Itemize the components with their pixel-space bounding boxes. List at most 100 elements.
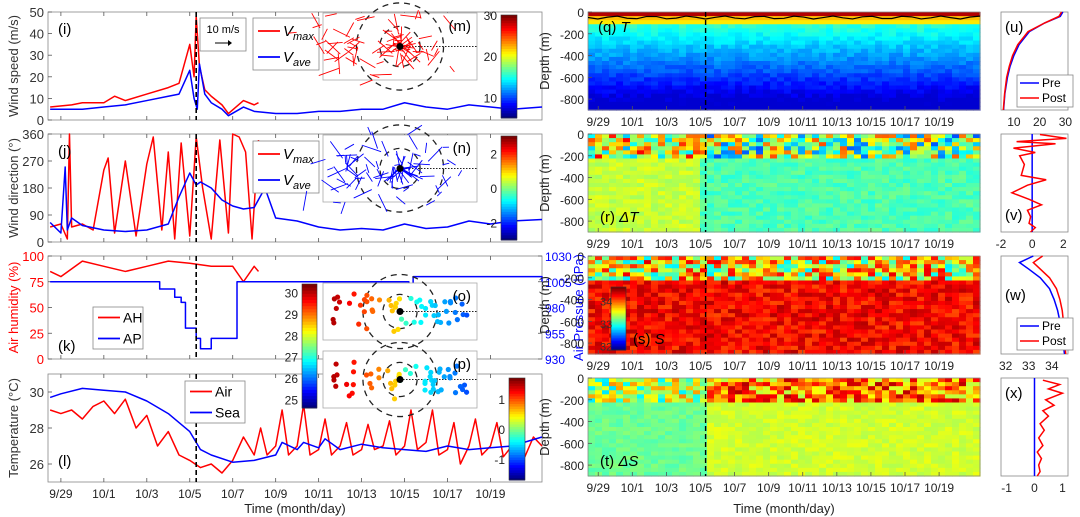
heatmap-cell — [805, 138, 813, 143]
heatmap-cell — [609, 158, 617, 164]
colorbar-wind-direction-tick: 0 — [490, 182, 497, 196]
heatmap-cell — [693, 345, 701, 351]
heatmap-cell — [826, 89, 834, 95]
heatmap-cell — [945, 337, 953, 343]
heatmap-cell — [924, 20, 932, 25]
heatmap-cell — [623, 386, 631, 391]
heatmap-cell — [637, 195, 645, 200]
heatmap-cell — [924, 223, 932, 229]
heatmap-cell — [973, 20, 981, 25]
heatmap-cell — [644, 150, 652, 156]
heatmap-cell — [721, 280, 729, 286]
heatmap-cell — [952, 183, 960, 188]
heatmap-cell — [966, 178, 974, 184]
heatmap-cell — [616, 40, 624, 46]
y-tick-label: 10 — [30, 91, 44, 106]
heatmap-cell — [889, 187, 897, 192]
heatmap-cell — [763, 187, 771, 192]
heatmap-cell — [868, 101, 876, 107]
heatmap-cell — [595, 142, 603, 147]
heatmap-cell — [679, 280, 687, 286]
heatmap-cell — [721, 178, 729, 184]
heatmap-cell — [588, 207, 596, 213]
heatmap-cell — [749, 207, 757, 213]
heatmap-cell — [672, 300, 680, 306]
colorbar-segment — [501, 143, 517, 147]
heatmap-cell — [805, 284, 813, 290]
heatmap-cell — [924, 183, 932, 188]
heatmap-cell — [777, 178, 785, 184]
heatmap-cell — [595, 32, 603, 38]
heatmap-cell — [637, 77, 645, 83]
heatmap-cell — [882, 170, 890, 176]
heatmap-cell — [973, 321, 981, 327]
heatmap-cell — [693, 174, 701, 180]
heatmap-cell — [651, 24, 659, 29]
heatmap-cell — [735, 81, 743, 87]
heatmap-cell — [763, 162, 771, 168]
heatmap-cell — [861, 219, 869, 225]
heatmap-cell — [672, 345, 680, 351]
heatmap-cell — [595, 406, 603, 412]
heatmap-cell — [609, 447, 617, 453]
heatmap-cell — [742, 223, 750, 229]
heatmap-cell — [805, 317, 813, 322]
heatmap-cell — [623, 81, 631, 87]
heatmap-cell — [903, 56, 911, 62]
heatmap-cell — [798, 199, 806, 205]
heatmap-cell — [672, 219, 680, 225]
heatmap-cell — [756, 146, 764, 151]
heatmap-cell — [707, 256, 715, 261]
heatmap-cell — [609, 211, 617, 217]
heatmap-cell — [959, 32, 967, 38]
temperature-dot — [431, 312, 437, 319]
heatmap-cell — [735, 329, 743, 335]
heatmap-cell — [721, 337, 729, 343]
heatmap-cell — [595, 325, 603, 331]
heatmap-cell — [931, 178, 939, 184]
heatmap-cell — [742, 313, 750, 318]
heatmap-cell — [903, 146, 911, 151]
heatmap-cell — [588, 28, 596, 34]
temperature-dot — [361, 297, 368, 303]
heatmap-cell — [826, 52, 834, 58]
heatmap-cell — [952, 178, 960, 184]
heatmap-cell — [868, 28, 876, 34]
heatmap-cell — [693, 101, 701, 107]
heatmap-cell — [938, 56, 946, 62]
heatmap-cell — [798, 138, 806, 143]
heatmap-cell — [686, 174, 694, 180]
heatmap-cell — [875, 36, 883, 42]
heatmap-cell — [728, 174, 736, 180]
heatmap-cell — [910, 195, 918, 200]
colorbar-segment — [501, 112, 517, 116]
heatmap-cell — [686, 138, 694, 143]
heatmap-cell — [777, 32, 785, 38]
heatmap-cell — [686, 260, 694, 265]
x-tick-label: 10/15 — [856, 115, 886, 129]
heatmap-cell — [756, 321, 764, 327]
heatmap-cell — [812, 154, 820, 160]
heatmap-cell — [812, 40, 820, 46]
heatmap-cell — [777, 300, 785, 306]
heatmap-cell — [693, 52, 701, 58]
colorbar-segment — [509, 441, 525, 445]
heatmap-cell — [742, 260, 750, 265]
heatmap-cell — [847, 81, 855, 87]
heatmap-cell — [602, 146, 610, 151]
heatmap-cell — [952, 48, 960, 54]
heatmap-cell — [756, 296, 764, 302]
heatmap-cell — [679, 276, 687, 282]
x-tick-label: 10/11 — [788, 237, 817, 251]
heatmap-cell — [679, 284, 687, 290]
wind-vector — [425, 48, 430, 61]
heatmap-cell — [868, 16, 876, 21]
heatmap-cell — [861, 170, 869, 176]
heatmap-cell — [861, 36, 869, 42]
heatmap-cell — [616, 52, 624, 58]
heatmap-cell — [630, 321, 638, 327]
heatmap-cell — [896, 81, 904, 87]
heatmap-cell — [749, 12, 757, 17]
heatmap-cell — [875, 146, 883, 151]
temperature-dot — [367, 380, 373, 387]
